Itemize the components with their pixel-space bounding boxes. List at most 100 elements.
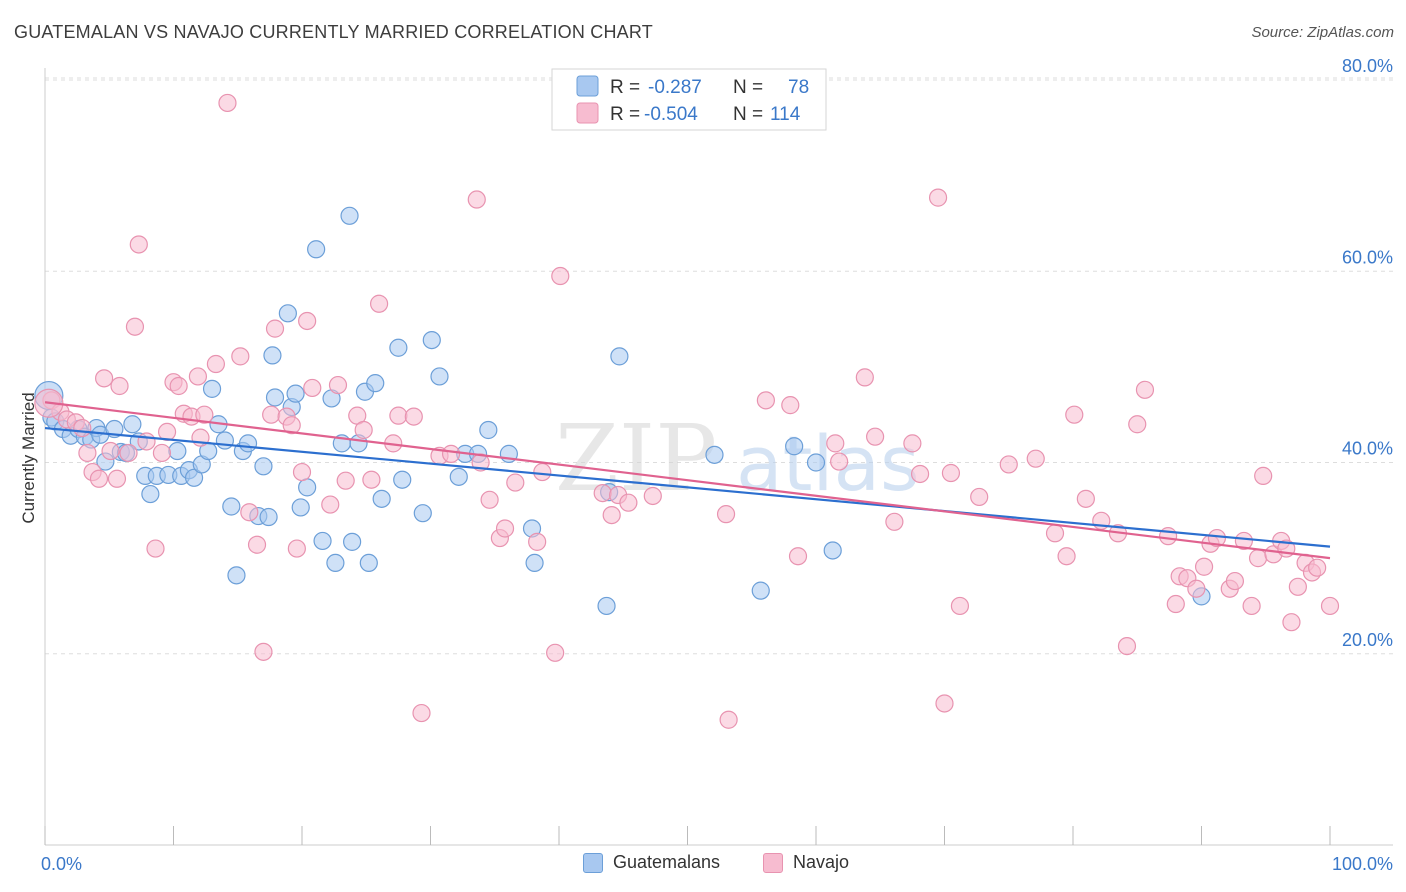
point-guatemalans[interactable] (372, 489, 391, 508)
point-navajo[interactable] (206, 354, 226, 374)
point-navajo[interactable] (1166, 594, 1185, 614)
point-navajo[interactable] (866, 427, 885, 446)
point-guatemalans[interactable] (340, 206, 359, 225)
point-navajo[interactable] (1057, 547, 1076, 566)
point-guatemalans[interactable] (366, 374, 385, 393)
point-guatemalans[interactable] (751, 581, 770, 600)
point-navajo[interactable] (1320, 596, 1340, 616)
point-guatemalans[interactable] (307, 240, 326, 259)
point-navajo[interactable] (1234, 531, 1254, 551)
point-navajo[interactable] (1254, 466, 1273, 485)
point-guatemalans[interactable] (298, 478, 317, 497)
point-guatemalans[interactable] (263, 346, 282, 365)
point-navajo[interactable] (885, 512, 904, 531)
point-navajo[interactable] (110, 376, 129, 396)
point-navajo[interactable] (247, 535, 267, 554)
point-navajo[interactable] (1076, 489, 1095, 508)
point-navajo[interactable] (298, 311, 317, 331)
point-guatemalans[interactable] (359, 553, 378, 573)
point-navajo[interactable] (716, 505, 736, 524)
point-navajo[interactable] (970, 487, 989, 507)
point-guatemalans[interactable] (265, 388, 285, 407)
legend-item-navajo[interactable]: Navajo (763, 852, 849, 873)
point-navajo[interactable] (1065, 405, 1084, 424)
point-navajo[interactable] (506, 473, 525, 492)
point-guatemalans[interactable] (215, 431, 234, 450)
point-navajo[interactable] (362, 470, 381, 489)
point-guatemalans[interactable] (278, 304, 297, 323)
point-guatemalans[interactable] (393, 470, 412, 489)
point-guatemalans[interactable] (449, 467, 468, 486)
point-navajo[interactable] (262, 405, 281, 424)
point-navajo[interactable] (533, 462, 552, 482)
point-navajo[interactable] (73, 418, 92, 438)
point-guatemalans[interactable] (430, 367, 449, 386)
point-guatemalans[interactable] (326, 553, 345, 573)
point-navajo[interactable] (910, 464, 930, 484)
point-navajo[interactable] (282, 416, 301, 435)
point-guatemalans[interactable] (286, 384, 305, 403)
point-guatemalans[interactable] (785, 437, 804, 456)
point-navajo[interactable] (152, 443, 172, 463)
point-navajo[interactable] (619, 493, 638, 512)
point-navajo[interactable] (231, 347, 250, 366)
point-guatemalans[interactable] (141, 484, 160, 504)
point-navajo[interactable] (830, 452, 849, 471)
point-navajo[interactable] (781, 396, 800, 415)
point-navajo[interactable] (101, 441, 120, 461)
point-navajo[interactable] (328, 375, 348, 395)
point-guatemalans[interactable] (479, 420, 498, 440)
point-navajo[interactable] (756, 391, 775, 410)
point-guatemalans[interactable] (168, 441, 187, 461)
point-navajo[interactable] (1135, 380, 1155, 399)
point-navajo[interactable] (370, 294, 389, 313)
point-navajo[interactable] (1187, 579, 1206, 598)
point-guatemalans[interactable] (259, 507, 278, 527)
point-guatemalans[interactable] (343, 532, 362, 551)
point-navajo[interactable] (1282, 613, 1301, 632)
point-navajo[interactable] (441, 444, 461, 463)
point-navajo[interactable] (240, 503, 259, 522)
point-navajo[interactable] (999, 455, 1018, 474)
point-navajo[interactable] (528, 532, 547, 551)
point-navajo[interactable] (404, 407, 423, 426)
point-guatemalans[interactable] (291, 498, 310, 517)
point-navajo[interactable] (354, 420, 373, 440)
point-navajo[interactable] (303, 378, 322, 398)
point-navajo[interactable] (1225, 571, 1245, 591)
point-navajo[interactable] (928, 188, 948, 207)
point-navajo[interactable] (218, 93, 237, 113)
point-guatemalans[interactable] (806, 453, 826, 472)
point-navajo[interactable] (389, 406, 408, 425)
point-navajo[interactable] (89, 469, 109, 488)
point-navajo[interactable] (129, 235, 148, 254)
point-guatemalans[interactable] (823, 541, 842, 560)
point-navajo[interactable] (935, 694, 954, 713)
point-navajo[interactable] (1026, 449, 1045, 468)
point-navajo[interactable] (602, 505, 621, 525)
point-navajo[interactable] (78, 443, 97, 463)
point-navajo[interactable] (321, 495, 340, 514)
point-guatemalans[interactable] (413, 504, 432, 523)
point-navajo[interactable] (336, 471, 355, 490)
point-guatemalans[interactable] (422, 331, 441, 350)
point-navajo[interactable] (1045, 524, 1065, 543)
point-navajo[interactable] (1288, 577, 1307, 596)
point-navajo[interactable] (169, 376, 188, 396)
point-navajo[interactable] (146, 539, 165, 558)
point-navajo[interactable] (119, 443, 138, 463)
point-navajo[interactable] (855, 368, 874, 387)
point-navajo[interactable] (188, 367, 208, 386)
point-navajo[interactable] (1308, 558, 1327, 577)
point-navajo[interactable] (826, 434, 845, 453)
point-navajo[interactable] (137, 432, 156, 451)
point-navajo[interactable] (950, 596, 970, 616)
point-navajo[interactable] (265, 319, 285, 338)
point-guatemalans[interactable] (705, 445, 724, 464)
point-navajo[interactable] (1248, 549, 1268, 568)
point-guatemalans[interactable] (597, 596, 616, 616)
point-navajo[interactable] (495, 519, 515, 538)
legend-item-guatemalans[interactable]: Guatemalans (583, 852, 720, 873)
point-navajo[interactable] (593, 484, 612, 503)
point-navajo[interactable] (788, 547, 808, 566)
